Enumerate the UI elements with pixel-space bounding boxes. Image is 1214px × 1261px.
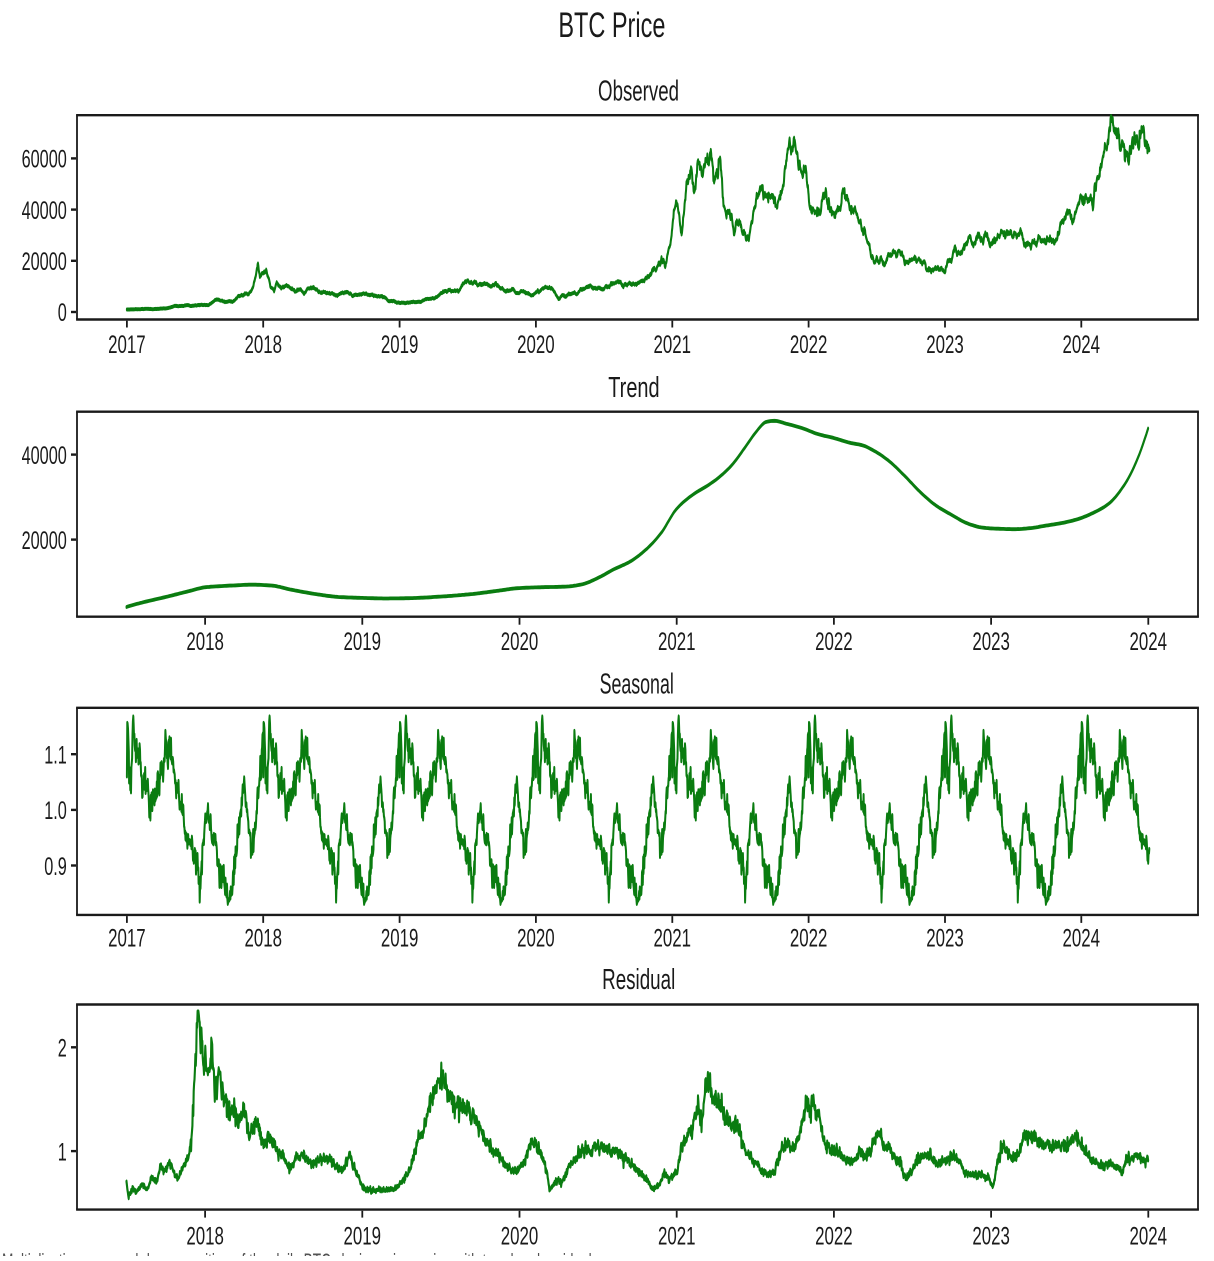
svg-text:2024: 2024: [1063, 924, 1101, 952]
svg-text:2021: 2021: [658, 628, 696, 656]
svg-text:2024: 2024: [1063, 331, 1101, 359]
svg-text:1.1: 1.1: [44, 742, 67, 769]
svg-text:2023: 2023: [972, 1222, 1010, 1250]
svg-text:0.9: 0.9: [44, 853, 67, 880]
svg-text:Observed: Observed: [598, 76, 679, 108]
svg-text:2019: 2019: [344, 1222, 382, 1250]
svg-text:Trend: Trend: [608, 373, 659, 404]
svg-text:20000: 20000: [22, 527, 67, 554]
svg-text:1: 1: [58, 1139, 67, 1166]
svg-text:2018: 2018: [244, 924, 282, 952]
svg-text:2023: 2023: [972, 628, 1010, 656]
svg-text:2018: 2018: [186, 628, 224, 656]
svg-text:2021: 2021: [658, 1222, 696, 1250]
svg-text:2023: 2023: [926, 924, 964, 952]
svg-text:40000: 40000: [22, 197, 67, 224]
svg-text:2020: 2020: [501, 628, 539, 656]
svg-text:2019: 2019: [381, 924, 419, 952]
svg-text:Residual: Residual: [602, 964, 675, 996]
svg-text:2020: 2020: [517, 924, 555, 952]
svg-text:2024: 2024: [1130, 628, 1168, 656]
svg-text:2018: 2018: [186, 1222, 224, 1250]
svg-text:2020: 2020: [517, 331, 555, 359]
svg-text:2019: 2019: [381, 331, 419, 359]
svg-text:40000: 40000: [22, 442, 67, 469]
svg-text:20000: 20000: [22, 249, 67, 276]
svg-text:0: 0: [58, 300, 67, 327]
svg-text:2020: 2020: [501, 1222, 539, 1250]
svg-text:60000: 60000: [22, 146, 67, 173]
svg-text:2023: 2023: [926, 331, 964, 359]
svg-text:2022: 2022: [790, 924, 828, 952]
svg-text:2022: 2022: [815, 1222, 853, 1250]
svg-text:2017: 2017: [108, 331, 146, 359]
svg-text:2: 2: [58, 1035, 67, 1062]
svg-text:2017: 2017: [108, 924, 146, 952]
svg-text:2018: 2018: [244, 331, 282, 359]
svg-text:Multiplicative seasonal decomp: Multiplicative seasonal decomposition of…: [2, 1248, 592, 1256]
svg-text:2022: 2022: [790, 331, 828, 359]
svg-text:2024: 2024: [1130, 1222, 1168, 1250]
svg-text:2019: 2019: [344, 628, 382, 656]
svg-text:Seasonal: Seasonal: [600, 668, 674, 700]
svg-text:2021: 2021: [654, 331, 692, 359]
svg-text:2022: 2022: [815, 628, 853, 656]
svg-text:BTC Price: BTC Price: [558, 6, 665, 45]
svg-text:1.0: 1.0: [44, 798, 67, 825]
svg-text:2021: 2021: [654, 924, 692, 952]
